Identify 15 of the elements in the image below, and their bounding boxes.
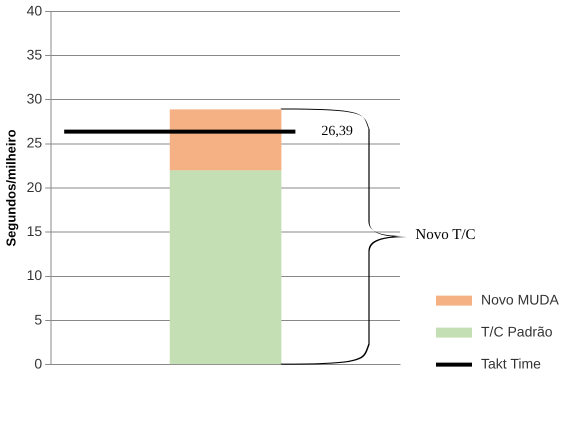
annotation: 26,39 (321, 124, 353, 140)
y-tick-label: 15 (26, 223, 42, 240)
y-tick-label: 35 (26, 46, 42, 62)
legend-label: Takt Time (481, 355, 542, 372)
y-tick-label: 30 (26, 90, 42, 107)
y-axis-title: Segundos/milheiro (3, 129, 18, 247)
y-tick-label: 10 (26, 267, 42, 284)
y-tick-label: 20 (26, 178, 42, 195)
y-tick-label: 25 (26, 134, 42, 151)
y-tick-label: 0 (34, 355, 42, 372)
y-tick-label: 5 (34, 311, 42, 328)
text: Novo T/C (415, 227, 476, 244)
y-tick-label: 40 (26, 2, 42, 18)
legend-label: Novo MUDA (481, 291, 560, 308)
legend-label: T/C Padrão (481, 323, 553, 340)
